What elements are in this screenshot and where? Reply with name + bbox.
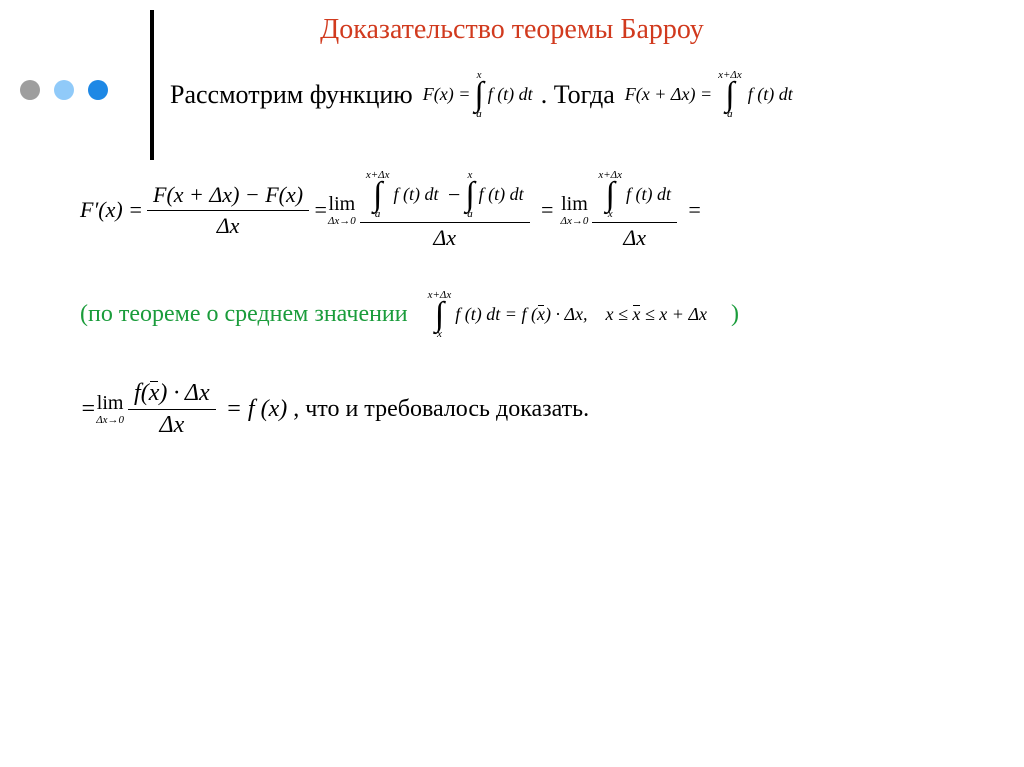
- integrand-5: f (t) dt: [626, 184, 671, 205]
- eq-1: =: [313, 197, 328, 223]
- dot-2: [54, 80, 74, 100]
- int-x-xdx: x+Δx ∫ x: [598, 170, 622, 220]
- num-F-diff: F(x + Δx) − F(x): [147, 182, 309, 211]
- den-dx-3: Δx: [623, 223, 646, 251]
- definition-line: Рассмотрим функцию F(x) = x ∫ a f (t) dt…: [170, 70, 1020, 120]
- integrand-2: f (t) dt: [748, 84, 793, 105]
- mvt-rhs: = f (x) · Δx,: [500, 304, 587, 325]
- minus-sign: −: [446, 182, 461, 208]
- integrand-1: f (t) dt: [488, 84, 533, 105]
- lim-3: lim Δx→0: [96, 393, 124, 426]
- integral-a-to-x-plus-dx: x+Δx ∫ a: [718, 70, 742, 120]
- mvt-range: x ≤ x ≤ x + Δx: [606, 304, 708, 325]
- num-int-x-xdx: x+Δx ∫ x f (t) dt: [592, 170, 677, 223]
- eq-trailing: =: [687, 197, 702, 223]
- integral-a-to-x: x ∫ a: [474, 70, 483, 120]
- lim-1: lim Δx→0: [328, 194, 356, 227]
- frac-final: f (x) · Δx Δx: [128, 380, 216, 439]
- den-final: Δx: [159, 410, 184, 439]
- num-final: f (x) · Δx: [128, 380, 216, 410]
- integrand-mvt: f (t) dt: [455, 304, 500, 325]
- den-dx-1: Δx: [217, 211, 240, 239]
- den-dx-2: Δx: [433, 223, 456, 251]
- int-a-x: x ∫ a: [465, 170, 474, 220]
- F-prime: F′(x) =: [80, 197, 143, 223]
- frac-int-x-xdx: x+Δx ∫ x f (t) dt Δx: [592, 170, 677, 251]
- num-int-diff: x+Δx ∫ a f (t) dt − x ∫ a f (t) dt: [360, 170, 530, 223]
- int-a-xdx: x+Δx ∫ a: [366, 170, 390, 220]
- F-of-x-plus-dx-eq: F(x + Δx) =: [625, 84, 712, 105]
- mean-value-line: (по теореме о среднем значении x+Δx ∫ x …: [80, 290, 739, 340]
- frac-difference-quotient: F(x + Δx) − F(x) Δx: [147, 182, 309, 239]
- qed-text: , что и требовалось доказать.: [293, 396, 589, 423]
- mvt-close-paren: ): [731, 301, 739, 328]
- decorative-dots: [20, 80, 108, 100]
- F-of-x-eq: F(x) =: [423, 84, 471, 105]
- derivative-chain: F′(x) = F(x + Δx) − F(x) Δx = lim Δx→0 x…: [80, 170, 702, 251]
- integrand-3: f (t) dt: [393, 184, 438, 205]
- dot-3: [88, 80, 108, 100]
- text-consider: Рассмотрим функцию: [170, 80, 413, 110]
- frac-integrals-diff: x+Δx ∫ a f (t) dt − x ∫ a f (t) dt Δx: [360, 170, 530, 251]
- slide-title: Доказательство теоремы Барроу: [0, 14, 1024, 46]
- eq-3: =: [80, 396, 96, 423]
- mvt-open-text: (по теореме о среднем значении: [80, 301, 408, 328]
- conclusion-line: = lim Δx→0 f (x) · Δx Δx = f (x) , что и…: [80, 380, 589, 439]
- lim-2: lim Δx→0: [561, 194, 589, 227]
- integrand-4: f (t) dt: [479, 184, 524, 205]
- int-mvt: x+Δx ∫ x: [428, 290, 452, 340]
- text-then: . Тогда: [541, 80, 615, 110]
- dot-1: [20, 80, 40, 100]
- eq-fx: = f (x): [226, 396, 288, 423]
- eq-2: =: [540, 197, 555, 223]
